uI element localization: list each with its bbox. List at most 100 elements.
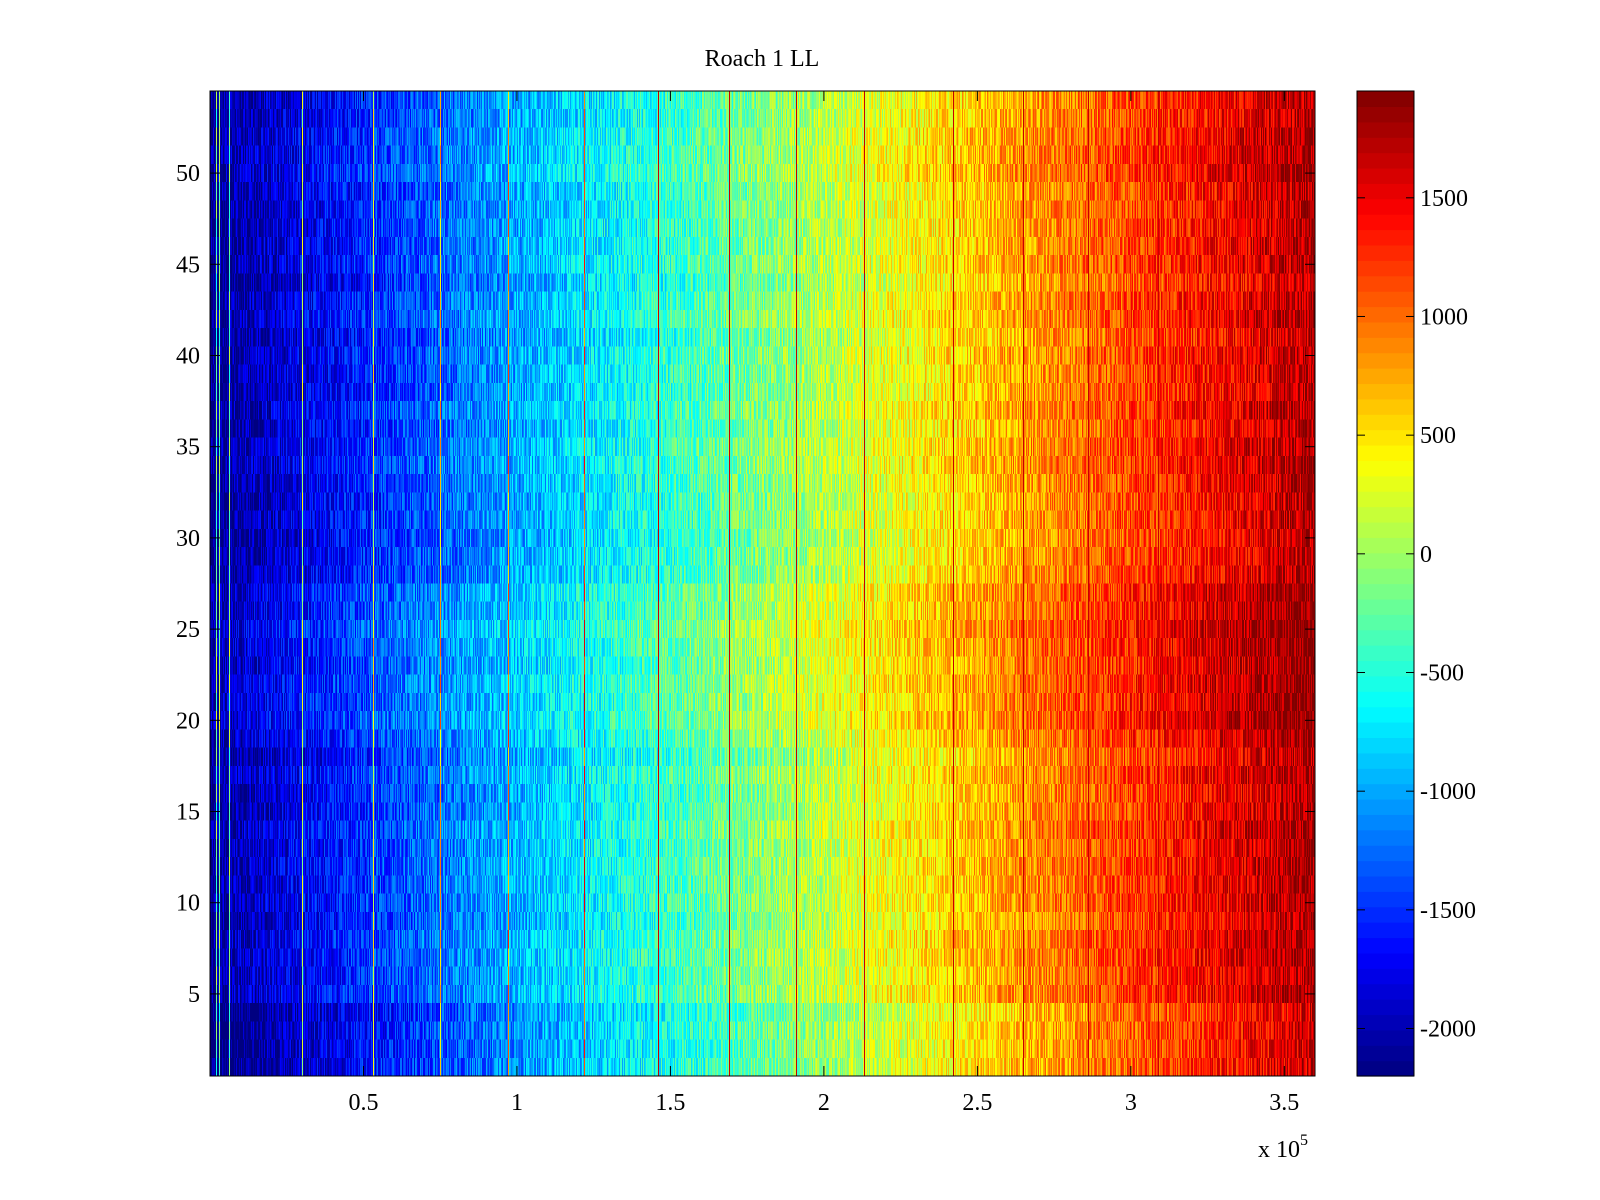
colorbar-band xyxy=(1357,937,1414,954)
y-tick-label: 35 xyxy=(176,435,200,461)
colorbar-band xyxy=(1357,106,1414,123)
colorbar-axis: -2000 -1500 -1000 -500 0 500 1000 1500 xyxy=(1357,186,1476,1043)
heatmap-cells xyxy=(210,91,1315,1076)
colorbar-tick-label: 0 xyxy=(1420,542,1432,568)
colorbar-band xyxy=(1357,968,1414,985)
colorbar-band xyxy=(1357,460,1414,477)
x-multiplier-label: x 105 xyxy=(1258,1132,1308,1163)
colorbar-band xyxy=(1357,306,1414,323)
colorbar-band xyxy=(1357,491,1414,508)
colorbar-band xyxy=(1357,798,1414,815)
x-axis: 0.5 1 1.5 2 2.5 3 3.5 xyxy=(348,91,1299,1116)
x-tick-label: 2 xyxy=(818,1090,830,1116)
x-multiplier-base: x 10 xyxy=(1258,1137,1300,1163)
y-tick-label: 50 xyxy=(176,161,200,187)
colorbar-tick-label: -1500 xyxy=(1420,898,1476,924)
colorbar-band xyxy=(1357,922,1414,939)
y-tick-label: 10 xyxy=(176,891,200,917)
colorbar-band xyxy=(1357,645,1414,662)
colorbar-band xyxy=(1357,398,1414,415)
colorbar-band xyxy=(1357,660,1414,677)
colorbar-band xyxy=(1357,691,1414,708)
colorbar-band xyxy=(1357,783,1414,800)
y-tick-label: 5 xyxy=(188,982,200,1008)
colorbar-band xyxy=(1357,291,1414,308)
colorbar-band xyxy=(1357,260,1414,277)
colorbar-band xyxy=(1357,198,1414,215)
colorbar-band xyxy=(1357,1045,1414,1062)
x-tick-label: 3.5 xyxy=(1269,1090,1299,1116)
x-tick-label: 0.5 xyxy=(348,1090,378,1116)
colorbar-band xyxy=(1357,768,1414,785)
colorbar-band xyxy=(1357,414,1414,431)
x-tick-label: 2.5 xyxy=(962,1090,992,1116)
colorbar-band xyxy=(1357,875,1414,892)
colorbar-band xyxy=(1357,1060,1414,1077)
colorbar-band xyxy=(1357,352,1414,369)
colorbar-band xyxy=(1357,214,1414,231)
y-tick-label: 45 xyxy=(176,252,200,278)
chart-title: Roach 1 LL xyxy=(705,46,820,72)
colorbar-band xyxy=(1357,568,1414,585)
colorbar-band xyxy=(1357,752,1414,769)
plot-frame xyxy=(209,90,1316,1077)
colorbar-band xyxy=(1357,1029,1414,1046)
colorbar-band xyxy=(1357,383,1414,400)
colorbar-band xyxy=(1357,429,1414,446)
colorbar-tick-label: 1000 xyxy=(1420,304,1468,330)
colorbar-band xyxy=(1357,737,1414,754)
colorbar-band xyxy=(1357,675,1414,692)
colorbar-band xyxy=(1357,337,1414,354)
colorbar-band xyxy=(1357,475,1414,492)
y-tick-label: 30 xyxy=(176,526,200,552)
colorbar-band xyxy=(1357,999,1414,1016)
y-axis: 5 10 15 20 25 30 35 40 45 50 xyxy=(176,161,1315,1008)
y-tick-label: 25 xyxy=(176,617,200,643)
colorbar-band xyxy=(1357,1014,1414,1031)
colorbar-frame xyxy=(1356,90,1415,1077)
colorbar-band xyxy=(1357,891,1414,908)
colorbar-band xyxy=(1357,506,1414,523)
colorbar-tick-label: 1500 xyxy=(1420,186,1468,212)
colorbar-band xyxy=(1357,521,1414,538)
colorbar-tick-label: -2000 xyxy=(1420,1017,1476,1043)
colorbar-band xyxy=(1357,444,1414,461)
colorbar-band xyxy=(1357,167,1414,184)
colorbar-band xyxy=(1357,906,1414,923)
x-tick-label: 1 xyxy=(511,1090,523,1116)
colorbar-band xyxy=(1357,829,1414,846)
colorbar-band xyxy=(1357,552,1414,569)
colorbar-band xyxy=(1357,183,1414,200)
colorbar-band xyxy=(1357,860,1414,877)
colorbar-tick-label: -500 xyxy=(1420,661,1464,687)
y-tick-label: 15 xyxy=(176,800,200,826)
colorbar-band xyxy=(1357,983,1414,1000)
x-tick-label: 3 xyxy=(1125,1090,1137,1116)
colorbar-band xyxy=(1357,706,1414,723)
colorbar-tick-label: 500 xyxy=(1420,423,1456,449)
colorbar-band xyxy=(1357,229,1414,246)
colorbar-band xyxy=(1357,814,1414,831)
colorbar-band xyxy=(1357,368,1414,385)
colorbar-band xyxy=(1357,614,1414,631)
y-tick-label: 40 xyxy=(176,343,200,369)
x-multiplier-exponent: 5 xyxy=(1300,1132,1308,1149)
colorbar-band xyxy=(1357,583,1414,600)
colorbar-band xyxy=(1357,629,1414,646)
colorbar-band xyxy=(1357,152,1414,169)
colorbar-band xyxy=(1357,722,1414,739)
colorbar-band xyxy=(1357,321,1414,338)
colorbar-band xyxy=(1357,121,1414,138)
heatmap-image xyxy=(210,91,1315,1076)
x-tick-label: 1.5 xyxy=(655,1090,685,1116)
colorbar-band xyxy=(1357,275,1414,292)
colorbar-band xyxy=(1357,91,1414,107)
y-tick-label: 20 xyxy=(176,708,200,734)
colorbar-band xyxy=(1357,537,1414,554)
colorbar-band xyxy=(1357,244,1414,261)
colorbar-band xyxy=(1357,137,1414,154)
colorbar-band xyxy=(1357,952,1414,969)
colorbar-band xyxy=(1357,845,1414,862)
